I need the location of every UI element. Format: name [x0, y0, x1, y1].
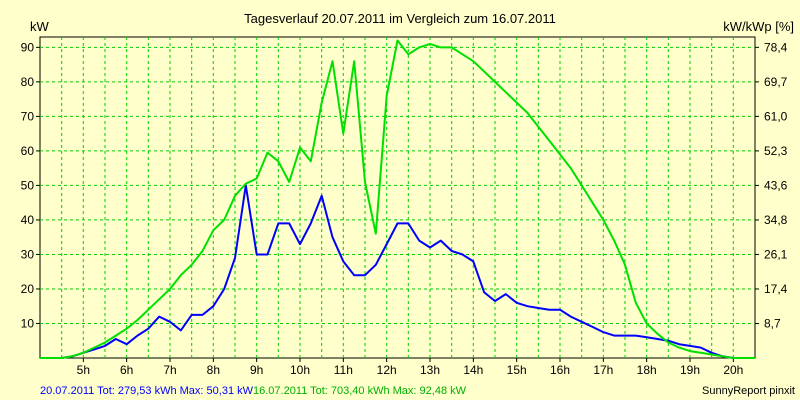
x-tick-label: 19h — [680, 363, 700, 377]
y-tick-label-right: 34,8 — [764, 213, 788, 227]
y-tick-label-right: 78,4 — [764, 40, 788, 54]
x-tick-label: 10h — [290, 363, 310, 377]
y-tick-label-right: 43,6 — [764, 178, 788, 192]
footer-summary: 20.07.2011 Tot: 279,53 kWh Max: 50,31 kW… — [40, 385, 467, 397]
y-tick-label-left: 80 — [21, 75, 35, 89]
y-tick-label-right: 17,4 — [764, 282, 788, 296]
x-tick-label: 13h — [420, 363, 440, 377]
x-tick-label: 16h — [550, 363, 570, 377]
x-tick-label: 11h — [334, 363, 353, 377]
x-tick-label: 14h — [463, 363, 483, 377]
footer-series1: 20.07.2011 Tot: 279,53 kWh Max: 50,31 kW — [40, 385, 254, 397]
y-tick-label-left: 10 — [21, 316, 35, 330]
y-tick-label-left: 60 — [21, 144, 35, 158]
y-tick-label-right: 61,0 — [764, 109, 788, 123]
chart-title: Tagesverlauf 20.07.2011 im Vergleich zum… — [244, 11, 556, 26]
x-tick-label: 8h — [207, 363, 220, 377]
y-tick-label-left: 40 — [21, 213, 35, 227]
y-tick-label-left: 20 — [21, 282, 35, 296]
y-tick-label-left: 90 — [21, 40, 35, 54]
grid — [40, 37, 755, 358]
y-tick-label-left: 30 — [21, 247, 35, 261]
x-tick-label: 20h — [723, 363, 743, 377]
y-tick-label-right: 26,1 — [764, 247, 788, 261]
x-tick-label: 17h — [593, 363, 613, 377]
y-tick-label-left: 70 — [21, 109, 35, 123]
footer-series2: 16.07.2011 Tot: 703,40 kWh Max: 92,48 kW — [253, 385, 467, 397]
x-tick-label: 15h — [507, 363, 527, 377]
y-tick-label-right: 8,7 — [764, 316, 781, 330]
x-tick-label: 12h — [377, 363, 397, 377]
y-tick-label-right: 69,7 — [764, 75, 788, 89]
x-tick-label: 18h — [637, 363, 657, 377]
x-tick-label: 7h — [163, 363, 176, 377]
series-lines — [40, 39, 755, 359]
y-tick-label-right: 52,3 — [764, 144, 788, 158]
x-tick-label: 6h — [120, 363, 133, 377]
y-axis-right-label: kW/kWp [%] — [723, 19, 794, 34]
y-axis-left-label: kW — [30, 19, 50, 34]
series-line-2 — [40, 39, 755, 359]
y-tick-label-left: 50 — [21, 178, 35, 192]
tick-labels: 5h 6h 7h 8h 9h 10h 11h 12h 13h 14h 15h 16h 17h 18h 19h… — [21, 40, 788, 377]
x-tick-label: 9h — [250, 363, 263, 377]
series-line-1 — [40, 184, 755, 359]
footer-brand: SunnyReport pinxit — [702, 385, 795, 397]
x-tick-label: 5h — [77, 363, 90, 377]
